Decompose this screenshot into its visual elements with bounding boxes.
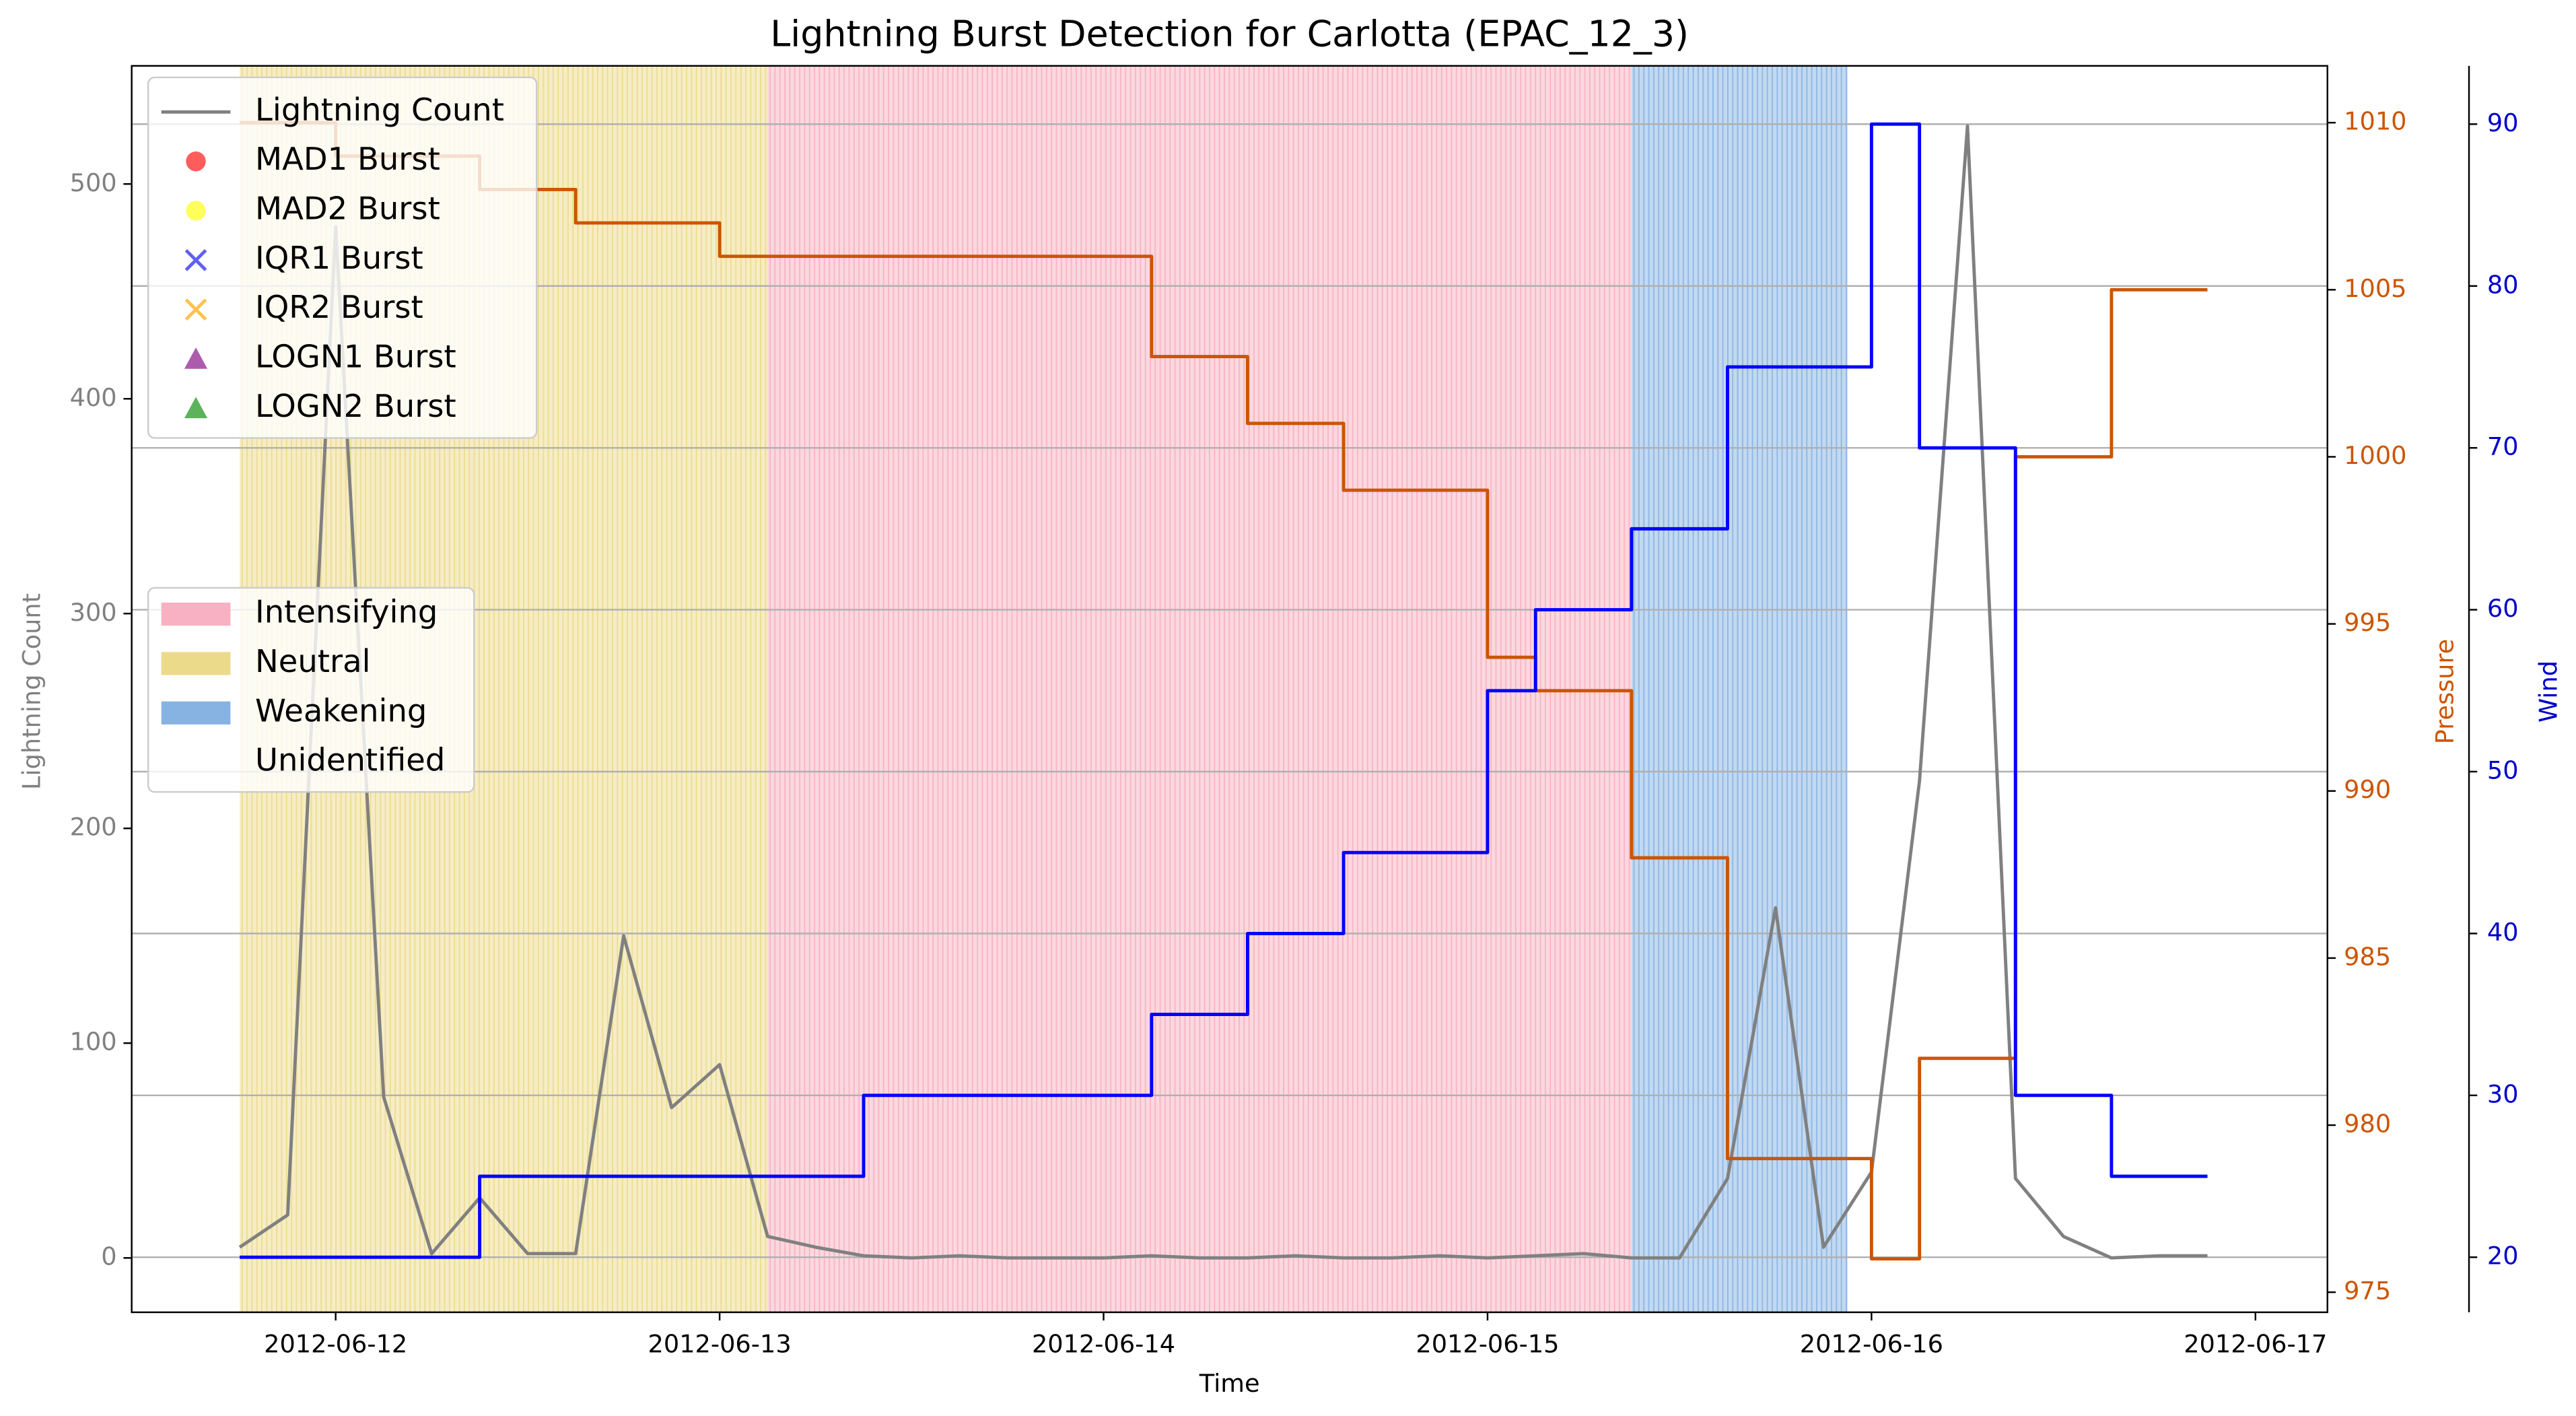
x-tick-label: 2012-06-13 — [648, 1329, 792, 1358]
y-tick-label: 0 — [101, 1242, 116, 1271]
legend-label: Unidentified — [255, 742, 445, 778]
legend-patch — [161, 602, 231, 626]
y2-axis-label: Pressure — [2430, 639, 2459, 745]
y3-tick-label: 20 — [2487, 1242, 2519, 1271]
y-tick-label: 500 — [70, 168, 117, 197]
y2-tick-label: 1010 — [2344, 107, 2406, 136]
legend-marker — [184, 397, 208, 419]
y3-tick-label: 90 — [2487, 108, 2519, 137]
x-tick-label: 2012-06-14 — [1032, 1329, 1175, 1358]
legend-label: IQR2 Burst — [255, 289, 423, 325]
series-line — [238, 124, 2208, 1260]
legend-marker — [184, 248, 207, 271]
legend-marker — [186, 151, 206, 172]
line-layer — [238, 121, 2208, 1260]
legend-marker — [186, 201, 206, 221]
y2-tick-label: 1000 — [2344, 441, 2406, 470]
legend-patch — [161, 701, 231, 724]
y3-tick-label: 50 — [2487, 755, 2519, 784]
x-tick-label: 2012-06-17 — [2184, 1329, 2327, 1358]
y3-tick-label: 40 — [2487, 918, 2519, 947]
legend-label: Weakening — [255, 692, 427, 729]
legend-box — [147, 76, 538, 439]
y3-tick-label: 80 — [2487, 270, 2519, 299]
legend-label: MAD1 Burst — [255, 141, 440, 177]
y3-tick-label: 30 — [2487, 1079, 2519, 1108]
y-tick-label: 100 — [70, 1027, 117, 1056]
legend-marker — [184, 298, 207, 321]
legend-label: Lightning Count — [255, 92, 504, 128]
chart-title: Lightning Burst Detection for Carlotta (… — [770, 12, 1689, 55]
legend-label: IQR1 Burst — [255, 240, 423, 276]
series-line — [240, 121, 2208, 1260]
y2-tick-label: 990 — [2344, 775, 2391, 804]
y-tick-label: 300 — [70, 598, 117, 627]
plot-frame — [131, 65, 2328, 1314]
y2-tick-label: 975 — [2344, 1277, 2391, 1306]
y2-tick-label: 985 — [2344, 942, 2391, 971]
y2-tick-label: 995 — [2344, 608, 2391, 637]
legend-patch — [161, 652, 231, 675]
x-axis-label: Time — [1199, 1369, 1260, 1398]
legend: Lightning Count MAD1 Burst MAD2 Burst IQR1 … — [147, 76, 538, 439]
legend-marker — [184, 347, 208, 369]
legend-box — [147, 586, 475, 793]
y3-tick-label: 60 — [2487, 594, 2519, 623]
x-tick-label: 2012-06-15 — [1416, 1329, 1559, 1358]
y-tick-label: 400 — [70, 383, 117, 412]
legend-label: LOGN2 Burst — [255, 388, 456, 424]
y3-axis-label: Wind — [2534, 661, 2563, 722]
y2-tick-label: 1005 — [2344, 274, 2406, 303]
axes-layer: 2012-06-12 2012-06-13 2012-06-14 2012-06-15… — [70, 107, 2519, 1359]
x-tick-label: 2012-06-16 — [1800, 1329, 1943, 1358]
y-axis-label: Lightning Count — [17, 593, 46, 790]
phase-legend: Intensifying Neutral Weakening Unidentified — [147, 586, 475, 793]
legend-label: Neutral — [255, 643, 370, 679]
legend-label: LOGN1 Burst — [255, 339, 456, 375]
y-tick-label: 200 — [70, 813, 117, 842]
legend-label: Intensifying — [255, 594, 438, 630]
series-line — [240, 122, 2208, 1259]
y2-tick-label: 980 — [2344, 1110, 2391, 1139]
y3-tick-label: 70 — [2487, 432, 2519, 461]
x-tick-label: 2012-06-12 — [264, 1329, 407, 1358]
legend-label: MAD2 Burst — [255, 191, 440, 227]
